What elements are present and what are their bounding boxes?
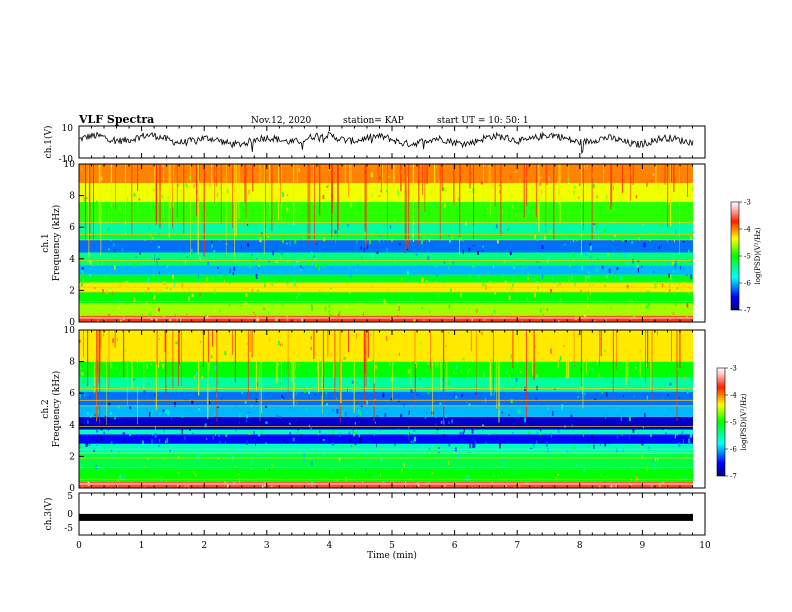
xtick-label: 5 bbox=[389, 541, 395, 551]
colorbar-tick-label: -4 bbox=[730, 392, 737, 400]
ch1-spectrogram bbox=[79, 164, 693, 322]
spectrogram-band bbox=[79, 274, 693, 283]
date-label: Nov.12, 2020 bbox=[251, 116, 312, 126]
colorbar-tick-label: -6 bbox=[730, 446, 737, 454]
ch1-waveform-panel: 10 -10 ch.1(V) bbox=[43, 124, 706, 165]
ch1-waveform-trace bbox=[78, 131, 694, 155]
xtick-label: 8 bbox=[577, 541, 583, 551]
ch1-colorbar-gradient bbox=[730, 201, 740, 311]
xtick-label: 7 bbox=[514, 541, 520, 551]
spectrogram-band bbox=[79, 291, 693, 304]
ch2-colorbar-label: log(PSD)(V²/Hz) bbox=[740, 393, 748, 450]
ytick-label: 10 bbox=[64, 326, 76, 336]
time-axis-label: Time (min) bbox=[367, 550, 417, 561]
spectrogram-band bbox=[79, 164, 693, 183]
xtick-label: 1 bbox=[139, 541, 145, 551]
time-axis-ticks: 0 1 2 3 4 5 6 7 8 9 10 bbox=[76, 126, 711, 551]
ch2-spectrogram bbox=[79, 330, 693, 488]
spectrogram-band bbox=[79, 233, 693, 240]
ch1-spectrogram-yticks: 0 2 4 6 8 10 bbox=[64, 160, 84, 328]
ch3-waveform-ylabel: ch.3(V) bbox=[43, 498, 54, 531]
ch3-waveform-panel: 5 0 -5 ch.3(V) bbox=[43, 492, 706, 536]
colorbar-tick-label: -5 bbox=[744, 253, 751, 261]
ch3-ytick-middle: 0 bbox=[67, 510, 73, 520]
xtick-label: 4 bbox=[327, 541, 333, 551]
xtick-label: 0 bbox=[76, 541, 82, 551]
spectrogram-band bbox=[79, 361, 693, 378]
ch2-colorbar-gradient bbox=[716, 367, 726, 477]
spectrogram-hlines bbox=[79, 388, 693, 485]
spectrogram-band bbox=[79, 201, 693, 223]
xtick-label: 10 bbox=[699, 541, 711, 551]
start-time-label: start UT = 10: 50: 1 bbox=[437, 116, 529, 126]
spectrogram-band bbox=[79, 222, 693, 234]
ytick-label: 4 bbox=[69, 421, 75, 431]
spectrogram-band bbox=[79, 391, 693, 406]
ch1-ytick-bottom: -10 bbox=[59, 155, 74, 165]
xtick-label: 3 bbox=[264, 541, 270, 551]
colorbar-tick-label: -4 bbox=[744, 226, 751, 234]
spectrogram-band bbox=[79, 429, 693, 435]
spectrogram-band bbox=[79, 260, 693, 266]
xtick-label: 9 bbox=[640, 541, 646, 551]
ytick-label: 2 bbox=[69, 452, 75, 462]
spectrogram-band bbox=[79, 303, 693, 316]
ch2-colorbar-ticks: -3 -4 -5 -6 -7 bbox=[725, 365, 737, 481]
ch2-spectrogram-ylabel: ch.2 bbox=[41, 399, 51, 418]
spectrogram-hlines bbox=[79, 222, 693, 319]
colorbar-tick-label: -7 bbox=[730, 473, 737, 481]
ytick-label: 0 bbox=[69, 484, 75, 494]
spectrogram-band bbox=[79, 377, 693, 392]
ch2-colorbar: -3 -4 -5 -6 -7 log(PSD)(V²/Hz) bbox=[716, 365, 748, 481]
spectrogram-band bbox=[79, 252, 693, 261]
ch2-spectrogram-yticks: 0 2 4 6 8 10 bbox=[64, 326, 84, 494]
colorbar-tick-label: -3 bbox=[744, 199, 751, 207]
station-label: station= KAP bbox=[343, 116, 404, 126]
ch1-ytick-top: 10 bbox=[62, 124, 74, 134]
colorbar-tick-label: -3 bbox=[730, 365, 737, 373]
xtick-label: 6 bbox=[452, 541, 458, 551]
ytick-label: 2 bbox=[69, 286, 75, 296]
ytick-label: 6 bbox=[69, 223, 75, 233]
xtick-label: 2 bbox=[201, 541, 207, 551]
spectrogram-band bbox=[79, 182, 693, 202]
spectrogram-band bbox=[79, 481, 693, 488]
spectrogram-band bbox=[79, 239, 693, 253]
ch3-waveform-trace bbox=[79, 513, 693, 521]
spectrogram-band bbox=[79, 315, 693, 322]
ch2-spectrogram-panel: 0 2 4 6 8 10 ch.2 Frequency (kHz) -3 -4 -5 -6 -7 … bbox=[41, 326, 748, 494]
ytick-label: 8 bbox=[69, 192, 75, 202]
ch1-colorbar-label: log(PSD)(V²/Hz) bbox=[754, 227, 762, 284]
ytick-label: 4 bbox=[69, 255, 75, 265]
ch1-colorbar: -3 -4 -5 -6 -7 log(PSD)(V²/Hz) bbox=[730, 199, 762, 315]
ch3-ytick-top: 5 bbox=[67, 492, 73, 502]
colorbar-tick-label: -6 bbox=[744, 280, 751, 288]
ytick-label: 0 bbox=[69, 318, 75, 328]
ytick-label: 6 bbox=[69, 389, 75, 399]
ch1-colorbar-ticks: -3 -4 -5 -6 -7 bbox=[739, 199, 751, 315]
colorbar-tick-label: -5 bbox=[730, 419, 737, 427]
spectrogram-band bbox=[79, 434, 693, 444]
spectrogram-band bbox=[79, 405, 693, 417]
figure-title: VLF Spectra bbox=[78, 113, 154, 126]
ch3-ytick-bottom: -5 bbox=[64, 524, 73, 534]
spectrogram-spikes bbox=[85, 164, 688, 258]
ch2-frequency-label: Frequency (kHz) bbox=[51, 371, 62, 448]
ch1-spectrogram-panel: 0 2 4 6 8 10 ch.1 Frequency (kHz) -3 -4 -5 -6 -7 … bbox=[41, 160, 762, 328]
ytick-label: 8 bbox=[69, 358, 75, 368]
spectrogram-band bbox=[79, 265, 693, 275]
colorbar-tick-label: -7 bbox=[744, 307, 751, 315]
spectrogram-band bbox=[79, 453, 693, 470]
ch1-spectrogram-ylabel: ch.1 bbox=[41, 233, 51, 252]
spectrogram-band bbox=[79, 443, 693, 454]
ch1-frequency-label: Frequency (kHz) bbox=[51, 205, 62, 282]
ytick-label: 10 bbox=[64, 160, 76, 170]
ch1-waveform-ylabel: ch.1(V) bbox=[43, 126, 54, 159]
